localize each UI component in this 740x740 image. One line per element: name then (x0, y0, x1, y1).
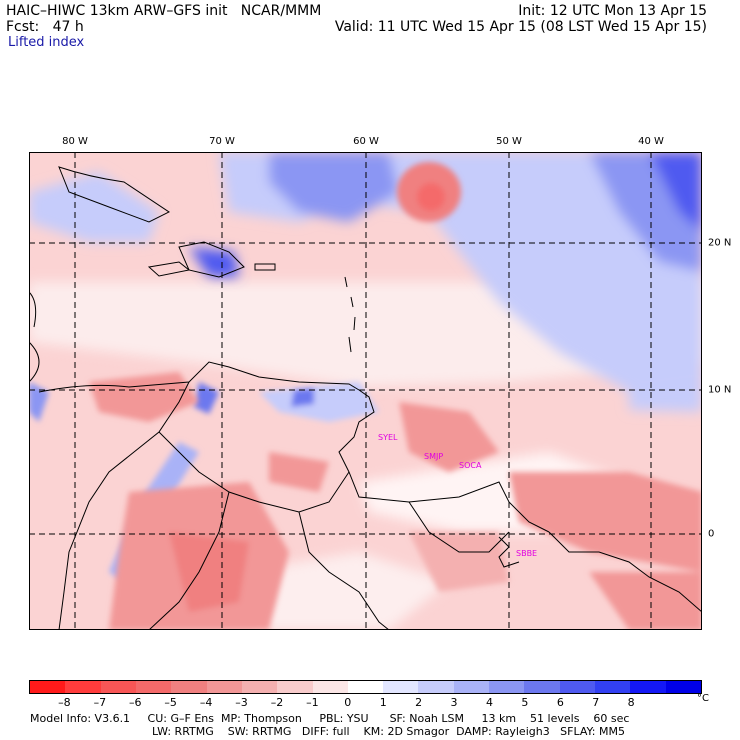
lat-label-10n: 10 N (708, 384, 732, 396)
colorbar (29, 680, 702, 694)
colorbar-tick-label: –6 (129, 696, 142, 709)
colorbar-tick-label: 0 (344, 696, 352, 709)
colorbar-tick-label: 1 (379, 696, 387, 709)
colorbar-swatch (135, 681, 172, 693)
map-border (29, 152, 702, 630)
colorbar-unit: °C (697, 693, 709, 704)
station-sbbe: SBBE (516, 549, 538, 558)
colorbar-tick-label: 2 (415, 696, 423, 709)
lifted-index-map (29, 152, 702, 630)
station-smjp: SMJP (424, 452, 444, 461)
colorbar-swatch (347, 681, 384, 693)
colorbar-swatch (595, 681, 631, 693)
colorbar-tick-label: 6 (556, 696, 564, 709)
station-syel: SYEL (378, 433, 398, 442)
colorbar-swatch (30, 681, 66, 693)
valid-time: Valid: 11 UTC Wed 15 Apr 15 (08 LST Wed … (334, 19, 707, 35)
field-unstable-cells (89, 162, 702, 630)
colorbar-swatch (418, 681, 454, 693)
colorbar-swatch (100, 681, 136, 693)
lon-label-60w: 60 W (353, 136, 379, 147)
init-time: Init: 12 UTC Mon 13 Apr 15 (518, 3, 707, 19)
colorbar-tick-label: 4 (485, 696, 493, 709)
colorbar-swatch (65, 681, 101, 693)
model-title: HAIC–HIWC 13km ARW–GFS init NCAR/MMM (6, 3, 322, 19)
colorbar-tick-label: –3 (235, 696, 248, 709)
colorbar-tick-label: –4 (199, 696, 213, 709)
colorbar-swatch (630, 681, 666, 693)
colorbar-swatch (277, 681, 313, 693)
lat-lon-grid (29, 152, 702, 630)
colorbar-tick-label: 3 (450, 696, 458, 709)
colorbar-swatch (524, 681, 560, 693)
colorbar-swatch (171, 681, 207, 693)
colorbar-tick-label: 5 (521, 696, 529, 709)
lon-label-50w: 50 W (496, 136, 522, 147)
colorbar-swatch (383, 681, 419, 693)
colorbar-swatch (241, 681, 278, 693)
colorbar-tick-label: –7 (93, 696, 107, 709)
colorbar-swatch (206, 681, 242, 693)
lat-label-20n: 20 N (708, 237, 732, 249)
colorbar-tick-label: –1 (306, 696, 319, 709)
model-info-line2: LW: RRTMG SW: RRTMG DIFF: full KM: 2D Sm… (152, 725, 625, 738)
lat-label-0: 0 (708, 528, 715, 540)
colorbar-swatch (665, 681, 701, 693)
colorbar-tick-label: –2 (270, 696, 284, 709)
colorbar-swatch (453, 681, 490, 693)
colorbar-tick-label: 8 (627, 696, 635, 709)
lon-label-70w: 70 W (209, 136, 235, 147)
forecast-hour: Fcst: 47 h (6, 19, 84, 35)
colorbar-swatch (312, 681, 348, 693)
colorbar-swatch (489, 681, 525, 693)
model-info-line1: Model Info: V3.6.1 CU: G–F Ens MP: Thomp… (30, 712, 630, 725)
coastlines (29, 166, 702, 630)
colorbar-tick-label: –5 (164, 696, 177, 709)
lon-label-40w: 40 W (638, 136, 664, 147)
lon-label-80w: 80 W (62, 136, 88, 147)
colorbar-tick-label: –8 (58, 696, 71, 709)
colorbar-tick-label: 7 (592, 696, 600, 709)
colorbar-swatch (559, 681, 595, 693)
field-name: Lifted index (8, 35, 85, 50)
station-soca: SOCA (459, 461, 482, 470)
